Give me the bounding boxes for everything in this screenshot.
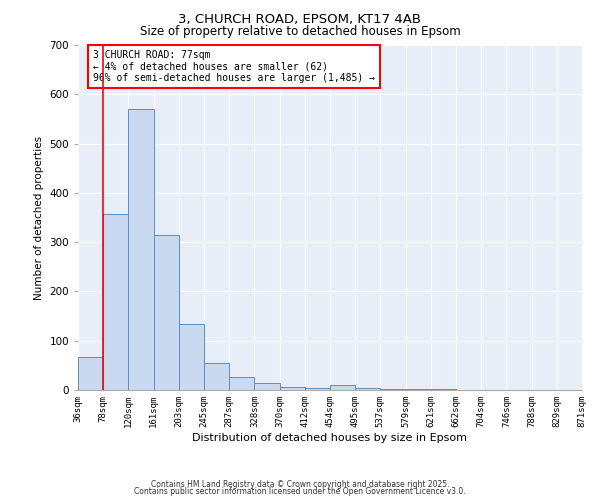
Bar bbox=[330, 385, 355, 390]
Bar bbox=[406, 389, 431, 390]
Text: Size of property relative to detached houses in Epsom: Size of property relative to detached ho… bbox=[140, 25, 460, 38]
Text: Contains HM Land Registry data © Crown copyright and database right 2025.: Contains HM Land Registry data © Crown c… bbox=[151, 480, 449, 489]
Bar bbox=[431, 389, 456, 390]
Bar bbox=[103, 214, 128, 390]
Bar bbox=[128, 109, 154, 390]
X-axis label: Distribution of detached houses by size in Epsom: Distribution of detached houses by size … bbox=[193, 432, 467, 442]
Bar bbox=[355, 388, 380, 390]
Bar bbox=[154, 235, 179, 390]
Bar bbox=[229, 376, 254, 390]
Bar bbox=[204, 363, 229, 390]
Text: 3, CHURCH ROAD, EPSOM, KT17 4AB: 3, CHURCH ROAD, EPSOM, KT17 4AB bbox=[179, 12, 421, 26]
Bar bbox=[280, 386, 305, 390]
Bar bbox=[179, 324, 204, 390]
Bar bbox=[254, 382, 280, 390]
Bar bbox=[305, 388, 330, 390]
Text: Contains public sector information licensed under the Open Government Licence v3: Contains public sector information licen… bbox=[134, 488, 466, 496]
Y-axis label: Number of detached properties: Number of detached properties bbox=[34, 136, 44, 300]
Bar bbox=[78, 357, 103, 390]
Text: 3 CHURCH ROAD: 77sqm
← 4% of detached houses are smaller (62)
96% of semi-detach: 3 CHURCH ROAD: 77sqm ← 4% of detached ho… bbox=[93, 50, 375, 84]
Bar bbox=[380, 389, 406, 390]
